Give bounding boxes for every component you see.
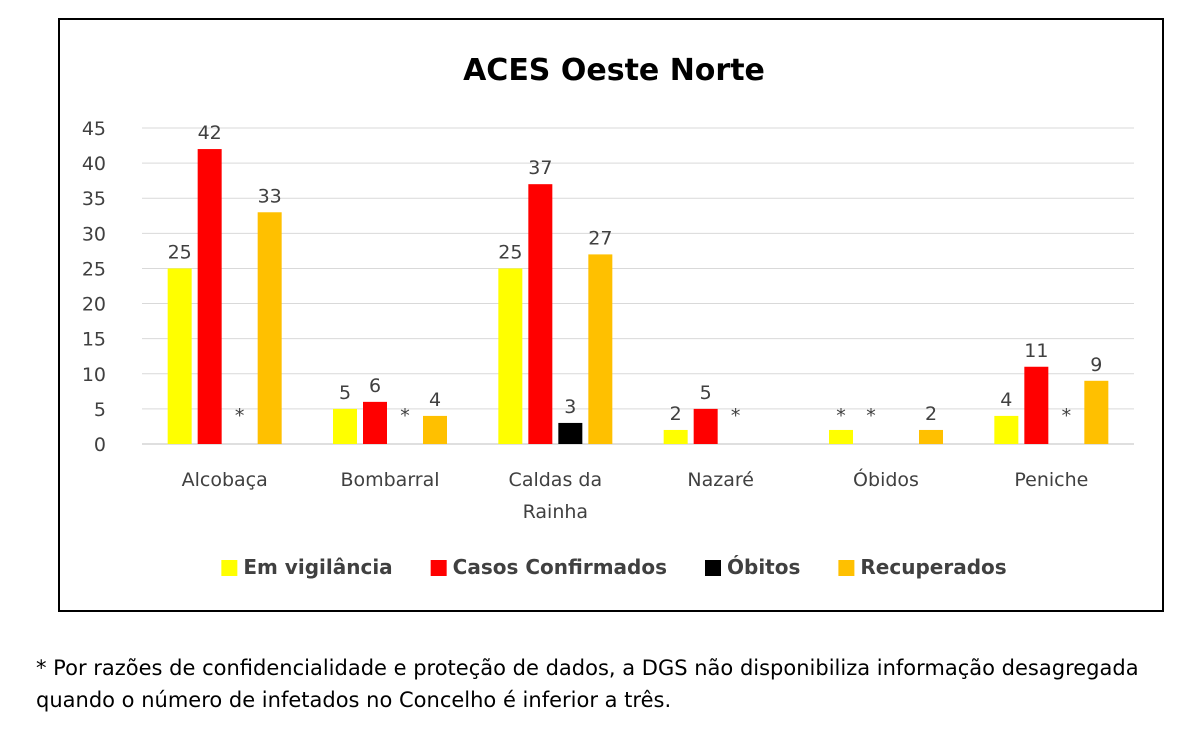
bar [167,268,192,444]
data-label: 11 [1024,340,1048,362]
bar [423,415,447,444]
legend-label: Em vigilância [243,555,392,579]
y-tick-label: 20 [82,294,106,316]
bar [333,408,357,444]
chart-frame: ACES Oeste Norte 0 5 10 15 20 25 30 35 40 45 25 42… [58,18,1164,612]
data-label: 5 [700,382,712,404]
y-tick-label: 45 [82,118,106,140]
y-tick-label: 40 [82,153,106,175]
data-label: * [1062,405,1072,427]
bar [558,422,583,444]
data-label: 42 [198,122,222,144]
x-category-label: Bombarral [340,469,439,491]
data-label: 33 [258,185,282,207]
data-label: 27 [588,227,612,249]
x-axis-categories: Alcobaça Bombarral Caldas da Rainha Nazaré Ób… [182,467,1089,523]
y-tick-label: 30 [82,223,106,245]
x-category-label: Rainha [523,501,588,523]
bar [1084,380,1109,444]
legend-label: Casos Confirmados [453,555,667,579]
legend-label: Óbitos [727,555,800,579]
data-label: 37 [528,157,552,179]
data-label: 2 [925,403,937,425]
bar [1024,366,1049,444]
data-label: 25 [168,241,192,263]
data-label: * [836,405,846,427]
y-tick-label: 0 [94,434,106,456]
bar [197,149,222,445]
y-axis-ticks: 0 5 10 15 20 25 30 35 40 45 [82,118,106,456]
legend: Em vigilância Casos Confirmados Óbitos Recu… [221,555,1007,579]
legend-swatch [430,560,447,576]
data-label: 9 [1090,354,1102,376]
grid-lines [142,127,1134,445]
bar [588,254,613,444]
legend-swatch [838,560,855,576]
legend-swatch [221,560,238,576]
bar [829,429,853,444]
x-category-label: Óbidos [853,467,919,491]
y-tick-label: 35 [82,188,106,210]
bar [257,212,282,444]
x-category-label: Alcobaça [182,469,268,491]
y-tick-label: 15 [82,329,106,351]
data-label: 4 [429,389,441,411]
bar [994,415,1019,444]
footnote: * Por razões de confidencialidade e prot… [36,656,1139,712]
data-label: * [731,405,741,427]
data-label: * [400,405,410,427]
legend-label: Recuperados [860,555,1006,579]
bar [498,268,523,444]
x-category-label: Nazaré [687,469,754,491]
data-label: * [866,405,876,427]
y-tick-label: 5 [94,399,106,421]
bars [167,149,1109,445]
bar [919,429,943,444]
y-tick-label: 25 [82,258,106,280]
data-label: 2 [670,403,682,425]
bar [693,408,718,444]
data-label: 25 [498,241,522,263]
legend-swatch [705,560,721,576]
data-label: 5 [339,382,351,404]
data-label: 6 [369,375,381,397]
chart-title: ACES Oeste Norte [463,53,765,88]
x-category-label: Caldas da [509,469,603,491]
x-category-label: Peniche [1014,469,1088,491]
data-label: * [235,405,245,427]
data-label: 3 [564,396,576,418]
y-tick-label: 10 [82,364,106,386]
bar [663,429,688,444]
bar [528,184,553,444]
bar [363,401,387,444]
data-label: 4 [1000,389,1012,411]
